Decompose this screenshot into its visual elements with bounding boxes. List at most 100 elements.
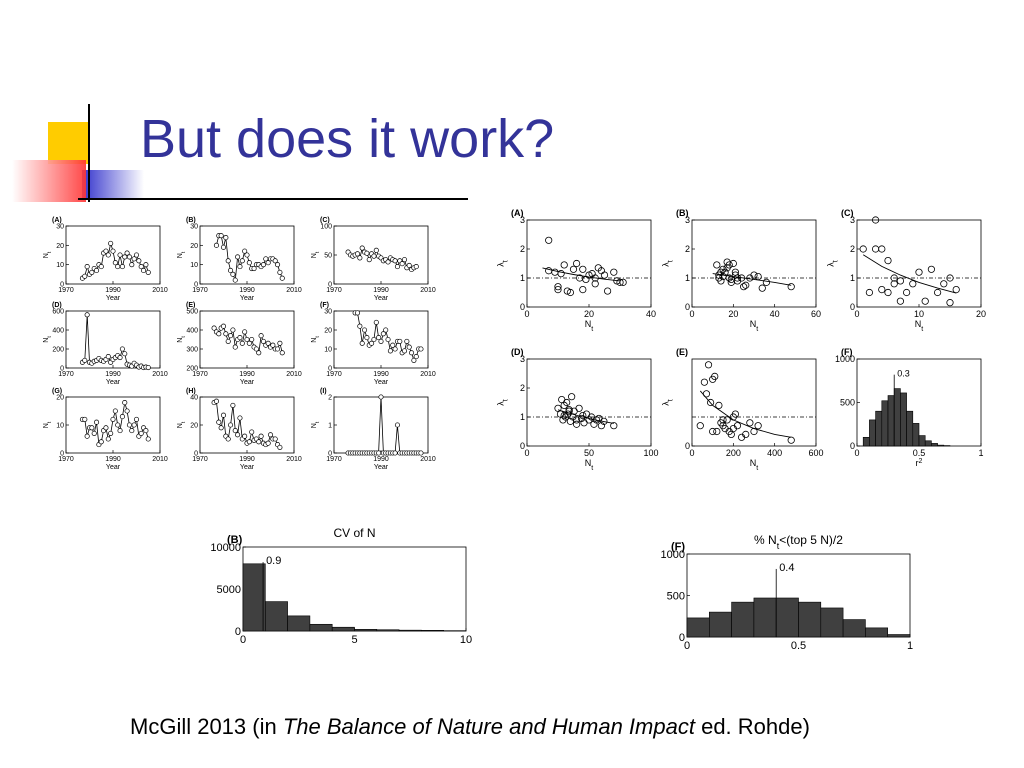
y-tick-label: 200 [52,346,64,353]
histogram-bar [421,630,444,632]
data-point [117,252,123,258]
data-point [141,267,147,274]
data-point [787,283,795,291]
x-tick-label: 0 [689,448,694,458]
data-point [258,333,264,339]
x-tick-label: 1970 [326,371,342,378]
chart-panel-9: 1970 1990 2010 0 1 2(I) Year Nt [311,388,436,471]
data-point [98,439,104,445]
data-point [554,285,562,294]
data-point [731,268,740,276]
data-point [272,258,278,264]
x-tick-label: 40 [770,309,780,319]
slide-title: But does it work? [140,109,555,169]
chart-panel-5: 1970 1990 2010 200 300 400 500(E) Year Nt [177,302,302,386]
y-tick-label: 400 [186,327,198,334]
histogram-bar [309,623,333,632]
panel-label: (B) [186,217,196,224]
data-point [746,419,754,427]
data-point [394,264,401,270]
fit-curve [862,254,957,294]
x-tick-label: 1 [907,640,913,652]
data-point [940,280,948,288]
data-point [249,336,255,343]
y-axis-label-main: N [177,338,184,343]
data-point [713,427,721,436]
y-axis-label: Nt [43,336,53,343]
data-point [610,422,618,430]
y-axis-label-main: λ [496,401,506,406]
x-tick-label: 1970 [58,287,74,294]
data-point [696,422,704,430]
y-axis-label-main: λ [661,262,671,267]
x-tick-label: 400 [767,448,782,458]
data-point [220,244,227,250]
x-tick-label: 1970 [326,287,342,294]
data-point [129,428,135,434]
x-tick-label: 2010 [152,287,168,294]
data-point [557,270,565,278]
x-axis-label-main: r [916,458,919,468]
data-point [213,398,220,404]
data-point [225,338,231,344]
data-point [376,450,382,456]
citation-book-title: The Balance of Nature and Human Impact [282,714,695,739]
data-point [366,257,372,263]
x-tick-label: 20 [584,309,594,319]
chart-panel-15: 0 0.5 1 0 500 1000(F) r2 0.3 [835,347,984,468]
y-axis-label: Nt [311,336,321,343]
fit-curve [542,267,621,282]
data-point [277,444,283,450]
x-axis-label-main: Year [374,464,389,471]
data-point [274,262,281,268]
y-tick-label: 1 [520,412,525,422]
y-axis-label: Nt [177,336,187,343]
data-point [754,422,762,430]
data-point [706,398,715,407]
data-point [952,285,960,294]
y-tick-label: 0 [679,632,685,644]
data-point [359,245,365,251]
y-tick-label: 0 [60,450,64,457]
y-axis-label: λt [661,260,675,267]
data-point [265,440,271,446]
data-point [216,419,222,425]
y-tick-label: 0 [850,302,855,312]
x-tick-label: 600 [808,448,823,458]
x-axis-label-main: N [915,319,922,329]
data-point [610,268,618,276]
data-point [143,428,149,434]
panel-label: (F) [320,302,329,309]
data-point [378,338,384,344]
x-axis-label: Year [374,295,389,302]
x-tick-label: 1990 [239,456,255,463]
histogram-bar [842,619,866,638]
data-point [591,274,599,282]
data-point [408,350,415,356]
data-point [136,258,142,264]
data-point [84,433,90,439]
x-axis-label: Year [106,464,121,471]
data-point [364,335,370,341]
y-axis-label-subscript: t [47,251,53,253]
data-point [145,269,151,275]
y-tick-label: 0 [235,626,241,638]
histogram-bar [912,423,920,447]
data-point [119,346,125,352]
data-point [122,400,128,406]
data-point [865,288,874,297]
data-point [232,344,238,350]
y-tick-label: 20 [56,243,64,250]
x-tick-label: 1990 [239,287,255,294]
data-point [600,271,609,279]
data-point [131,256,137,262]
data-point [277,269,283,275]
data-point [244,252,250,258]
y-axis-label-subscript: t [667,399,674,401]
data-point [740,283,748,291]
data-point [566,288,575,297]
data-point [82,416,88,422]
data-point [108,430,114,436]
